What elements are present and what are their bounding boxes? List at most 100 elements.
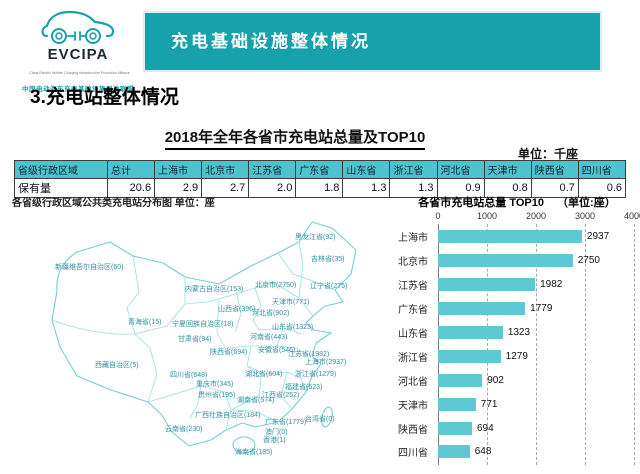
province-total-table: 省级行政区域 总计 上海市 北京市 江苏省 广东省 山东省 浙江省 河北省 天津市 陕西省 四川省 保… (14, 160, 627, 198)
map-province-label: 香港(1) (263, 437, 286, 444)
bar-row: 山东省 1323 (398, 321, 634, 344)
table-header-cell: 总计 (106, 160, 156, 179)
bar-category-label: 山东省 (398, 329, 428, 340)
gridline (487, 224, 488, 465)
chart-unit-label: （单位:座） (557, 197, 616, 209)
map-province-label: 海南省(185) (235, 449, 273, 456)
evcipa-logo: EVCIPA China Electric Vehicle Charging In… (12, 8, 144, 93)
map-title: 各省级行政区域公共类充电站分布图 单位：座 (12, 198, 215, 209)
bar-value-label: 2750 (577, 255, 600, 267)
map-province-label: 澳门(0) (265, 429, 288, 436)
bar-row: 北京市 2750 (398, 249, 634, 272)
section-title: 3.充电站整体情况 (30, 87, 179, 108)
table-value-cell: 0.7 (530, 178, 579, 198)
bar (438, 373, 483, 387)
bar (438, 326, 503, 339)
china-map-outline (51, 221, 357, 454)
map-province-label: 广东省(1779) (265, 419, 307, 426)
table-unit-label: 单位：千座 (517, 147, 578, 161)
bar-row: 上海市 2937 (398, 225, 634, 248)
bar (438, 278, 536, 292)
table-value-cell: 0.9 (436, 178, 485, 198)
map-province-label: 陕西省(694) (210, 349, 248, 356)
bar-row: 天津市 771 (398, 393, 634, 416)
table-value-cell: 1.8 (295, 178, 344, 198)
gridline (438, 224, 439, 465)
bar-category-label: 浙江省 (398, 352, 428, 364)
bar (438, 254, 573, 268)
bar (438, 302, 526, 316)
map-province-label: 湖南省(574) (237, 397, 275, 404)
table-title: 2018年全年各省市充电站总量及TOP10 (164, 126, 426, 150)
table-header-cell: 河北省 (436, 160, 485, 179)
table-value-cell: 20.6 (106, 178, 156, 198)
bar-category-label: 河北省 (398, 376, 428, 388)
table-header-cell: 省级行政区域 (14, 160, 108, 179)
table-value-cell: 2.9 (154, 178, 203, 198)
table-value-cell: 1.3 (389, 178, 438, 198)
table-value-cell: 2.0 (248, 178, 297, 198)
map-province-label: 江苏省(1982) (288, 351, 330, 358)
top10-bar-chart: 各省市充电站总量 TOP10 （单位:座） 0 1000 2000 3000 4000 … (398, 194, 640, 472)
china-map: 新疆维吾尔自治区(60) 西藏自治区(5) 青海省(15) 甘肃省(94) 宁夏回族自治… (15, 206, 405, 468)
bar-category-label: 北京市 (398, 257, 428, 269)
map-province-label: 贵州省(195) (198, 392, 236, 399)
logo-chinese-name: 中国电动汽车充电基础设施促进联盟 (22, 86, 134, 93)
bar-value-label: 771 (480, 398, 498, 410)
bar-value-label: 1323 (507, 327, 531, 338)
map-province-label: 江西省(252) (262, 392, 300, 399)
table-header-cell: 广东省 (295, 160, 344, 179)
chart-gridlines (438, 224, 635, 465)
x-axis-tick-label: 0 (435, 211, 441, 221)
chart-plot: 0 1000 2000 3000 4000 上海市 2937 北京市 2750 江苏省 1982 广… (398, 211, 640, 468)
bar-row: 河北省 902 (398, 369, 634, 392)
table-header-cell: 浙江省 (389, 160, 438, 179)
bar-row: 陕西省 694 (398, 417, 634, 440)
map-province-label: 湖北省(604) (245, 371, 283, 378)
map-province-label: 青海省(15) (128, 319, 162, 326)
map-province-label: 上海市(2937) (305, 359, 347, 366)
map-province-label: 河北省(902) (252, 310, 290, 317)
bar-category-label: 广东省 (398, 305, 428, 317)
header-banner: 充电基础设施整体情况 (145, 13, 600, 70)
bar-category-label: 四川省 (398, 448, 428, 460)
table-value-cell: 0.6 (577, 178, 627, 198)
map-province-label: 山东省(1323) (272, 324, 314, 331)
logo-subtext: China Electric Vehicle Charging Infrastr… (29, 70, 130, 75)
map-province-label: 安徽省(546) (258, 347, 296, 354)
table-header-cell: 陕西省 (530, 160, 579, 179)
table-row-label: 保有量 (14, 178, 108, 198)
bar-row: 四川省 648 (398, 440, 634, 463)
map-province-label: 重庆市(345) (196, 381, 234, 388)
map-province-label: 四川省(648) (170, 372, 208, 379)
bar-value-label: 902 (487, 374, 504, 386)
table-data-row: 保有量 20.6 2.9 2.7 2.0 1.8 1.3 1.3 0.9 0.8 0.7 0.6 (14, 178, 627, 198)
table-value-cell: 0.8 (483, 178, 532, 198)
map-province-label: 内蒙古自治区(153) (185, 286, 244, 293)
bar-category-label: 天津市 (398, 400, 428, 412)
table-title-wrap: 2018年全年各省市充电站总量及TOP10 (90, 126, 500, 150)
map-province-label: 北京市(2750) (255, 282, 297, 289)
chart-rows: 上海市 2937 北京市 2750 江苏省 1982 广东省 1779 山东省 1323 浙江省 12… (398, 225, 634, 464)
chart-title: 各省市充电站总量 TOP10 （单位:座） (398, 194, 636, 210)
gridline (585, 224, 586, 465)
map-province-label: 辽宁省(275) (310, 283, 348, 290)
x-axis-tick-label: 2000 (525, 211, 547, 221)
map-province-label: 宁夏回族自治区(18) (172, 321, 234, 328)
bar-value-label: 1982 (540, 279, 563, 291)
gridline (536, 224, 537, 465)
bar-category-label: 江苏省 (398, 281, 428, 293)
table-header-cell: 北京市 (201, 160, 250, 179)
map-province-label: 云南省(230) (165, 426, 203, 433)
logo-acronym: EVCIPA (47, 46, 109, 64)
table-value-cell: 2.7 (201, 178, 250, 198)
page-title: 充电基础设施整体情况 (171, 32, 371, 51)
map-province-label: 西藏自治区(5) (95, 362, 139, 369)
table-header-cell: 天津市 (483, 160, 532, 179)
map-province-label: 广西壮族自治区(184) (195, 412, 261, 419)
bar (438, 421, 472, 435)
map-province-label: 福建省(623) (285, 384, 323, 391)
table-header-cell: 山东省 (342, 160, 391, 179)
map-province-label: 山西省(396) (218, 306, 256, 313)
